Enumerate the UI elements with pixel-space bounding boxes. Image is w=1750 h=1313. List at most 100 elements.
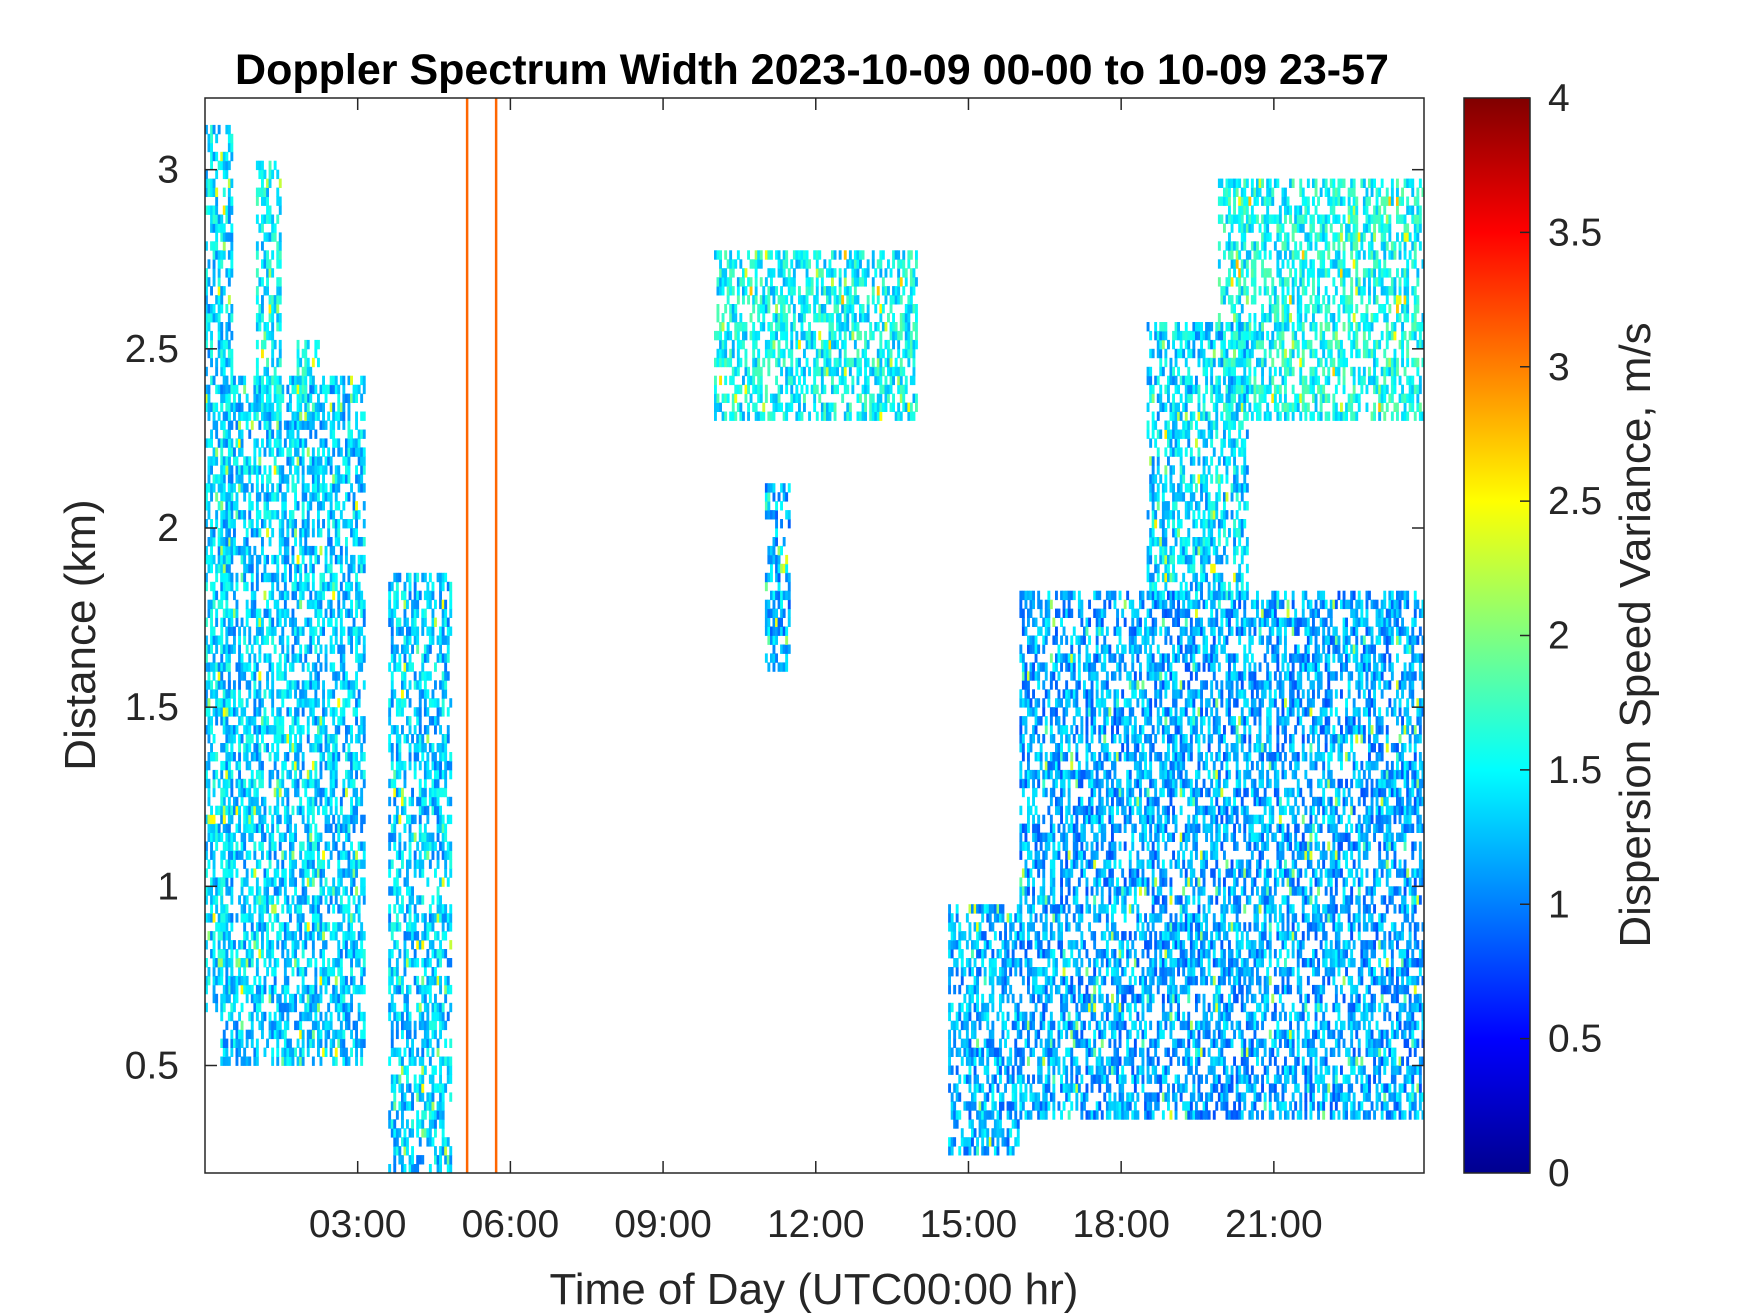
heatmap-cell — [742, 295, 745, 305]
heatmap-cell — [866, 339, 870, 350]
heatmap-cell — [301, 868, 305, 878]
heatmap-cell — [314, 769, 318, 780]
heatmap-cell — [304, 366, 308, 377]
heatmap-cell — [332, 420, 336, 430]
heatmap-cell — [831, 250, 834, 260]
heatmap-cell — [764, 295, 768, 305]
heatmap-cell — [441, 581, 445, 592]
heatmap-cell — [238, 760, 241, 771]
heatmap-cell — [261, 617, 264, 627]
heatmap-cell — [271, 626, 275, 636]
heatmap-cell — [301, 438, 305, 448]
heatmap-cell — [258, 913, 262, 923]
heatmap-cell — [253, 805, 257, 816]
heatmap-cell — [230, 357, 234, 368]
heatmap-cell — [266, 868, 269, 878]
heatmap-cell — [729, 304, 733, 314]
heatmap-cell — [747, 375, 750, 386]
heatmap-cell — [421, 608, 425, 618]
heatmap-cell — [719, 348, 722, 359]
heatmap-cell — [431, 787, 435, 798]
heatmap-cell — [752, 330, 756, 341]
heatmap-cell — [289, 1047, 292, 1057]
heatmap-cell — [408, 1047, 412, 1057]
heatmap-cell — [762, 357, 766, 368]
heatmap-cell — [220, 259, 224, 269]
heatmap-cell — [879, 259, 883, 269]
heatmap-cell — [238, 1011, 241, 1022]
heatmap-cell — [281, 537, 285, 547]
heatmap-cell — [395, 698, 399, 708]
heatmap-cell — [772, 590, 776, 601]
heatmap-cell — [736, 330, 740, 341]
heatmap-cell — [721, 277, 725, 287]
heatmap-cell — [332, 769, 336, 780]
heatmap-cell — [357, 626, 361, 636]
heatmap-cell — [912, 286, 916, 296]
heatmap-cell — [311, 698, 315, 708]
heatmap-cell — [248, 492, 252, 502]
heatmap-cell — [762, 402, 766, 412]
heatmap-cell — [314, 1011, 318, 1022]
heatmap-cell — [230, 895, 234, 905]
heatmap-cell — [243, 545, 247, 556]
heatmap-cell — [428, 1101, 432, 1111]
heatmap-cell — [225, 169, 229, 180]
heatmap-cell — [230, 734, 234, 744]
heatmap-cell — [286, 429, 290, 439]
heatmap-cell — [716, 348, 720, 359]
heatmap-cell — [299, 357, 303, 368]
heatmap-cell — [258, 465, 262, 475]
heatmap-cell — [212, 913, 216, 923]
heatmap-cell — [792, 268, 796, 278]
heatmap-cell — [357, 1002, 361, 1013]
heatmap-cell — [838, 330, 842, 341]
heatmap-cell — [205, 814, 208, 825]
heatmap-cell — [398, 662, 402, 672]
heatmap-cell — [449, 940, 453, 950]
heatmap-cell — [426, 644, 430, 654]
heatmap-cell — [395, 895, 399, 905]
heatmap-cell — [355, 465, 358, 475]
heatmap-cell — [311, 456, 315, 466]
heatmap-cell — [752, 259, 756, 269]
heatmap-cell — [871, 250, 875, 260]
heatmap-cell — [390, 886, 394, 896]
heatmap-cell — [271, 1029, 275, 1040]
heatmap-cell — [431, 760, 435, 771]
heatmap-cell — [408, 760, 412, 771]
heatmap-cell — [767, 572, 771, 583]
heatmap-cell — [355, 949, 358, 959]
heatmap-cell — [281, 1002, 285, 1013]
heatmap-cell — [289, 617, 292, 627]
heatmap-cell — [332, 877, 336, 887]
heatmap-cell — [339, 447, 343, 457]
heatmap-cell — [759, 295, 763, 305]
heatmap-cell — [311, 877, 315, 887]
heatmap-cell — [255, 384, 259, 395]
heatmap-cell — [444, 1056, 448, 1066]
heatmap-cell — [217, 671, 221, 681]
heatmap-cell — [329, 931, 333, 941]
heatmap-cell — [406, 904, 409, 914]
heatmap-cell — [362, 841, 366, 851]
heatmap-cell — [411, 734, 414, 744]
heatmap-cell — [820, 375, 824, 386]
heatmap-cell — [907, 295, 911, 305]
heatmap-cell — [210, 438, 213, 448]
heatmap-cell — [390, 698, 394, 708]
heatmap-cell — [258, 886, 262, 896]
heatmap-cell — [416, 707, 420, 717]
heatmap-cell — [388, 590, 392, 601]
heatmap-cell — [278, 519, 282, 529]
heatmap-cell — [820, 304, 824, 314]
heatmap-cell — [263, 286, 267, 296]
heatmap-cell — [413, 1083, 417, 1093]
heatmap-cell — [436, 1011, 440, 1022]
heatmap-cell — [230, 474, 234, 484]
heatmap-cell — [721, 411, 725, 421]
heatmap-cell — [337, 716, 341, 726]
heatmap-cell — [319, 949, 323, 959]
heatmap-cell — [220, 447, 224, 457]
heatmap-cell — [248, 519, 252, 529]
